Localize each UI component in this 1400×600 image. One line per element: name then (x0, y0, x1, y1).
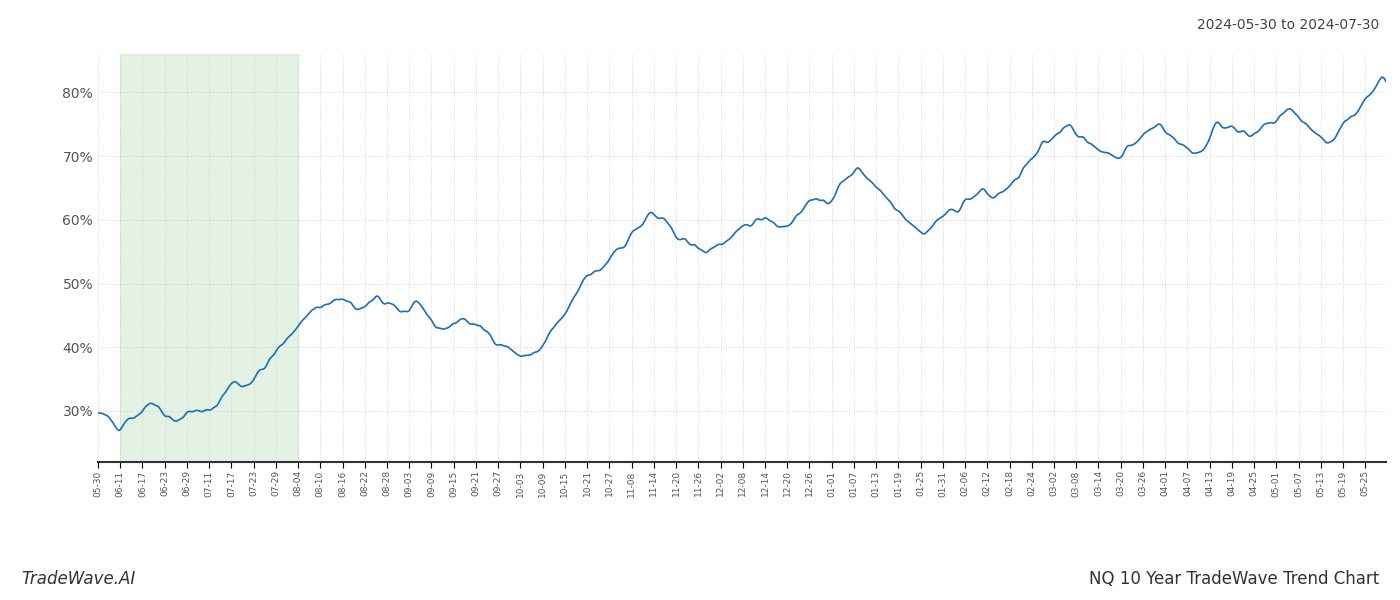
Text: 2024-05-30 to 2024-07-30: 2024-05-30 to 2024-07-30 (1197, 18, 1379, 32)
Text: NQ 10 Year TradeWave Trend Chart: NQ 10 Year TradeWave Trend Chart (1089, 570, 1379, 588)
Text: TradeWave.AI: TradeWave.AI (21, 570, 136, 588)
Bar (120, 54, 298, 462)
